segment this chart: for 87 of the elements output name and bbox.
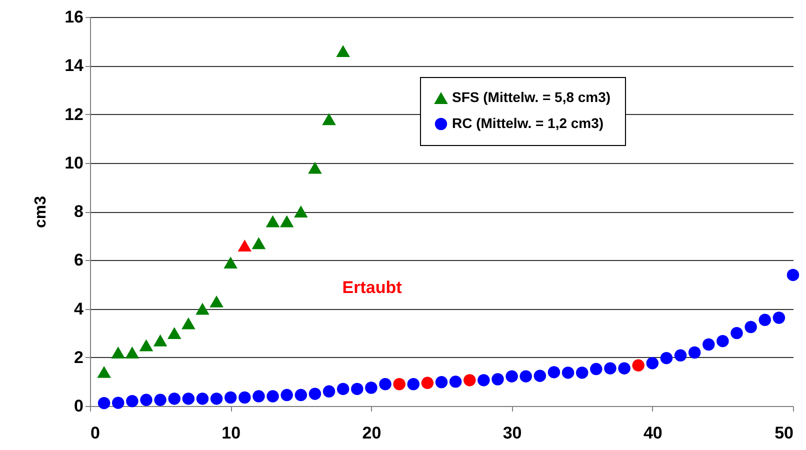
y-tick-label: 16 — [64, 8, 84, 26]
point — [478, 374, 490, 386]
point — [562, 366, 574, 379]
x-tick-label: 0 — [90, 424, 100, 442]
y-tick-label: 14 — [64, 56, 84, 76]
point — [702, 338, 715, 351]
x-tick-label: 10 — [222, 424, 241, 442]
point — [294, 206, 308, 218]
point — [308, 388, 322, 400]
x-tick-label: 40 — [643, 424, 662, 442]
point — [576, 366, 588, 379]
point — [252, 237, 266, 250]
point — [154, 394, 166, 406]
point — [210, 392, 223, 405]
point — [238, 240, 252, 252]
point — [646, 357, 659, 370]
point — [604, 362, 616, 374]
point — [463, 374, 476, 386]
y-tick-label: 2 — [74, 348, 84, 367]
point — [632, 359, 644, 372]
point — [590, 362, 602, 376]
legend-label: RC (Mittelw. = 1,2 cm3) — [452, 115, 604, 131]
point — [421, 376, 434, 390]
point — [168, 392, 180, 405]
point — [407, 378, 420, 390]
point — [140, 394, 152, 406]
point — [112, 396, 124, 409]
point — [97, 366, 111, 378]
point — [492, 373, 504, 386]
annotation: Ertaubt — [342, 278, 402, 297]
point — [336, 382, 350, 396]
point — [196, 392, 209, 405]
point — [224, 256, 238, 269]
y-axis-title: cm3 — [32, 196, 50, 228]
point — [308, 162, 322, 174]
x-tick-label: 30 — [502, 424, 522, 442]
point — [520, 370, 532, 382]
point — [379, 378, 392, 390]
point — [266, 215, 280, 228]
y-tick-label: 6 — [74, 250, 84, 270]
point — [322, 113, 336, 126]
point — [224, 391, 237, 404]
point — [322, 385, 336, 398]
point — [786, 268, 800, 282]
point — [196, 302, 210, 315]
point — [534, 370, 546, 382]
point — [126, 395, 138, 408]
point — [365, 382, 378, 394]
point — [688, 346, 701, 359]
point — [252, 390, 265, 402]
y-tick-label: 8 — [74, 202, 84, 221]
point — [125, 346, 140, 358]
point — [266, 390, 279, 402]
point — [153, 334, 168, 346]
y-tick-label: 12 — [64, 104, 84, 124]
point — [111, 346, 126, 358]
point — [660, 352, 673, 364]
point — [336, 45, 350, 58]
point — [280, 215, 294, 228]
point — [238, 391, 251, 404]
point — [182, 317, 196, 330]
point — [548, 366, 560, 378]
x-tick-label: 50 — [774, 424, 794, 442]
point — [351, 382, 364, 396]
point — [435, 376, 448, 388]
y-tick-label: 10 — [64, 153, 84, 172]
point — [167, 327, 182, 340]
point — [618, 362, 630, 374]
point — [674, 349, 687, 362]
y-tick-label: 0 — [74, 396, 84, 416]
point — [744, 320, 757, 334]
y-tick-label: 4 — [74, 299, 84, 318]
point — [730, 326, 743, 340]
point — [449, 376, 462, 388]
point — [210, 295, 224, 308]
point — [98, 396, 110, 410]
point — [294, 388, 308, 402]
point — [139, 339, 154, 352]
point — [182, 392, 195, 405]
point — [393, 378, 406, 390]
legend-label: SFS (Mittelw. = 5,8 cm3) — [452, 89, 611, 105]
point — [772, 312, 786, 324]
point — [758, 314, 772, 326]
point — [506, 370, 518, 382]
point — [716, 334, 729, 348]
x-tick-label: 20 — [362, 424, 382, 442]
point — [280, 388, 293, 402]
